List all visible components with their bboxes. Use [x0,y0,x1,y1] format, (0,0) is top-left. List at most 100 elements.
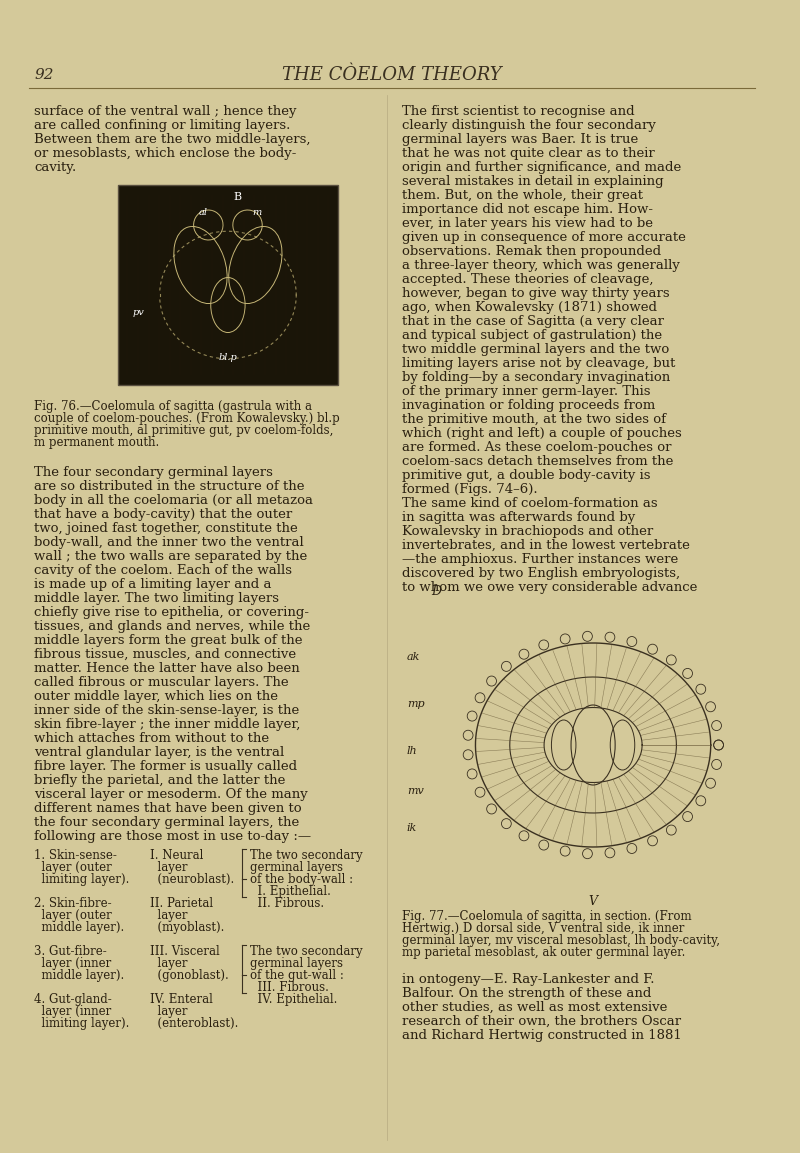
Text: of the gut-wall :: of the gut-wall : [250,969,344,982]
Text: body-wall, and the inner two the ventral: body-wall, and the inner two the ventral [34,536,304,549]
Text: (neuroblast).: (neuroblast). [150,873,234,886]
Text: coelom-sacs detach themselves from the: coelom-sacs detach themselves from the [402,455,674,468]
Bar [118,184,338,385]
Text: Fig. 77.—Coelomula of sagitta, in section. (From: Fig. 77.—Coelomula of sagitta, in sectio… [402,910,691,924]
Text: middle layer).: middle layer). [34,969,125,982]
Text: chiefly give rise to epithelia, or covering-: chiefly give rise to epithelia, or cover… [34,606,310,619]
Text: ventral glandular layer, is the ventral: ventral glandular layer, is the ventral [34,746,285,759]
Text: several mistakes in detail in explaining: several mistakes in detail in explaining [402,175,663,188]
Text: middle layer).: middle layer). [34,921,125,934]
Text: III. Fibrous.: III. Fibrous. [250,981,329,994]
Text: limiting layer).: limiting layer). [34,1017,130,1030]
Text: in ontogeny—E. Ray-Lankester and F.: in ontogeny—E. Ray-Lankester and F. [402,973,654,986]
Text: visceral layer or mesoderm. Of the many: visceral layer or mesoderm. Of the many [34,787,308,801]
Text: wall ; the two walls are separated by the: wall ; the two walls are separated by th… [34,550,307,563]
Text: 2. Skin-fibre-: 2. Skin-fibre- [34,897,112,910]
Text: cavity of the coelom. Each of the walls: cavity of the coelom. Each of the walls [34,564,292,576]
Text: Between them are the two middle-layers,: Between them are the two middle-layers, [34,133,311,146]
Text: and typical subject of gastrulation) the: and typical subject of gastrulation) the [402,329,662,342]
Text: layer: layer [150,957,187,970]
Text: m: m [253,208,262,217]
Text: following are those most in use to-day :—: following are those most in use to-day :… [34,830,311,843]
Text: (enteroblast).: (enteroblast). [150,1017,238,1030]
Text: of the primary inner germ-layer. This: of the primary inner germ-layer. This [402,385,650,398]
Text: ago, when Kowalevsky (1871) showed: ago, when Kowalevsky (1871) showed [402,301,657,314]
Text: B: B [234,193,242,202]
Text: or mesoblasts, which enclose the body-: or mesoblasts, which enclose the body- [34,146,297,160]
Text: The same kind of coelom-formation as: The same kind of coelom-formation as [402,497,658,510]
Text: that he was not quite clear as to their: that he was not quite clear as to their [402,146,654,160]
Text: other studies, as well as most extensive: other studies, as well as most extensive [402,1001,667,1013]
Text: by folding—by a secondary invagination: by folding—by a secondary invagination [402,371,670,384]
Text: accepted. These theories of cleavage,: accepted. These theories of cleavage, [402,273,654,286]
Text: which attaches from without to the: which attaches from without to the [34,732,270,745]
Text: bl.p: bl.p [218,353,237,362]
Text: are called confining or limiting layers.: are called confining or limiting layers. [34,119,290,131]
Text: mp: mp [407,699,425,709]
Text: germinal layers: germinal layers [250,861,343,874]
Text: invagination or folding proceeds from: invagination or folding proceeds from [402,399,655,412]
Text: called fibrous or muscular layers. The: called fibrous or muscular layers. The [34,676,289,689]
Text: Fig. 76.—Coelomula of sagitta (gastrula with a: Fig. 76.—Coelomula of sagitta (gastrula … [34,400,312,413]
Text: lh: lh [407,746,418,755]
Text: outer middle layer, which lies on the: outer middle layer, which lies on the [34,689,278,703]
Text: cavity.: cavity. [34,161,77,174]
Text: ak: ak [407,653,420,663]
Text: fibre layer. The former is usually called: fibre layer. The former is usually calle… [34,760,298,773]
Text: limiting layers arise not by cleavage, but: limiting layers arise not by cleavage, b… [402,357,675,370]
Text: layer (outer: layer (outer [34,861,112,874]
Text: al: al [198,208,207,217]
Text: which (right and left) a couple of pouches: which (right and left) a couple of pouch… [402,427,682,440]
Text: of the body-wall :: of the body-wall : [250,873,353,886]
Text: 92: 92 [34,68,54,82]
Text: are so distributed in the structure of the: are so distributed in the structure of t… [34,480,305,493]
Text: inner side of the skin-sense-layer, is the: inner side of the skin-sense-layer, is t… [34,704,299,717]
Text: importance did not escape him. How-: importance did not escape him. How- [402,203,653,216]
Text: V: V [588,895,597,909]
Text: germinal layer, mv visceral mesoblast, lh body-cavity,: germinal layer, mv visceral mesoblast, l… [402,934,720,947]
Text: invertebrates, and in the lowest vertebrate: invertebrates, and in the lowest vertebr… [402,538,690,552]
Text: fibrous tissue, muscles, and connective: fibrous tissue, muscles, and connective [34,648,297,661]
Text: observations. Remak then propounded: observations. Remak then propounded [402,244,661,258]
Text: THE CÒELOM THEORY: THE CÒELOM THEORY [282,66,502,84]
Text: research of their own, the brothers Oscar: research of their own, the brothers Osca… [402,1015,681,1028]
Text: Balfour. On the strength of these and: Balfour. On the strength of these and [402,987,651,1000]
Text: The first scientist to recognise and: The first scientist to recognise and [402,105,634,118]
Text: matter. Hence the latter have also been: matter. Hence the latter have also been [34,662,300,675]
Text: 1. Skin-sense-: 1. Skin-sense- [34,849,117,862]
Text: skin fibre-layer ; the inner middle layer,: skin fibre-layer ; the inner middle laye… [34,718,301,731]
Text: clearly distinguish the four secondary: clearly distinguish the four secondary [402,119,656,131]
Text: given up in consequence of more accurate: given up in consequence of more accurate [402,231,686,244]
Text: primitive gut, a double body-cavity is: primitive gut, a double body-cavity is [402,469,650,482]
Text: D: D [431,585,442,598]
Text: mp parietal mesoblast, ak outer germinal layer.: mp parietal mesoblast, ak outer germinal… [402,945,686,959]
Text: the primitive mouth, at the two sides of: the primitive mouth, at the two sides of [402,413,666,425]
Text: layer: layer [150,861,187,874]
Text: and Richard Hertwig constructed in 1881: and Richard Hertwig constructed in 1881 [402,1028,682,1042]
Text: are formed. As these coelom-pouches or: are formed. As these coelom-pouches or [402,440,671,454]
Text: couple of coelom-pouches. (From Kowalevsky.) bl.p: couple of coelom-pouches. (From Kowalevs… [34,412,340,425]
Text: to whom we owe very considerable advance: to whom we owe very considerable advance [402,581,698,594]
Text: layer: layer [150,909,187,922]
Text: two middle germinal layers and the two: two middle germinal layers and the two [402,342,669,356]
Text: that in the case of Sagitta (a very clear: that in the case of Sagitta (a very clea… [402,315,664,327]
Text: discovered by two English embryologists,: discovered by two English embryologists, [402,567,680,580]
Text: IV. Epithelial.: IV. Epithelial. [250,993,338,1007]
Text: layer (inner: layer (inner [34,957,111,970]
Text: (myoblast).: (myoblast). [150,921,224,934]
Text: III. Visceral: III. Visceral [150,945,220,958]
Text: Hertwig.) D dorsal side, V ventral side, ik inner: Hertwig.) D dorsal side, V ventral side,… [402,922,684,935]
Text: I. Neural: I. Neural [150,849,203,862]
Text: the four secondary germinal layers, the: the four secondary germinal layers, the [34,816,299,829]
Text: pv: pv [132,308,144,317]
Text: that have a body-cavity) that the outer: that have a body-cavity) that the outer [34,508,293,521]
Text: germinal layers was Baer. It is true: germinal layers was Baer. It is true [402,133,638,146]
Text: middle layers form the great bulk of the: middle layers form the great bulk of the [34,634,303,647]
Text: in sagitta was afterwards found by: in sagitta was afterwards found by [402,511,635,523]
Text: middle layer. The two limiting layers: middle layer. The two limiting layers [34,591,279,605]
Text: limiting layer).: limiting layer). [34,873,130,886]
Text: primitive mouth, al primitive gut, pv coelom-folds,: primitive mouth, al primitive gut, pv co… [34,424,334,437]
Text: II. Parietal: II. Parietal [150,897,213,910]
Text: —the amphioxus. Further instances were: —the amphioxus. Further instances were [402,553,678,566]
Text: layer (inner: layer (inner [34,1005,111,1018]
